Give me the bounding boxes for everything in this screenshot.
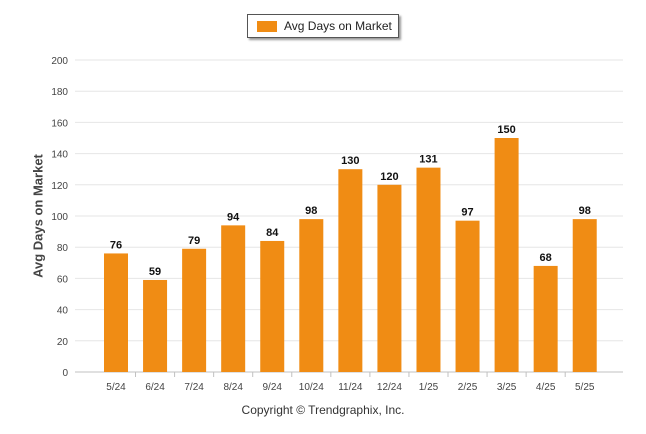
legend[interactable]: Avg Days on Market — [247, 14, 399, 38]
bar-11/24[interactable] — [338, 169, 363, 372]
bar-10/24[interactable] — [299, 219, 324, 372]
bar-5/25[interactable] — [572, 219, 597, 372]
data-labels: 76 59 79 94 84 98 130 120 131 97 150 68 98 — [110, 124, 591, 278]
x-tick-label: 12/24 — [377, 382, 402, 393]
data-label: 130 — [341, 155, 359, 167]
legend-swatch — [257, 20, 277, 32]
y-tick-label: 120 — [51, 181, 68, 192]
x-tick-label: 7/24 — [184, 382, 204, 393]
bar-12/24[interactable] — [377, 184, 402, 372]
data-label: 94 — [227, 211, 240, 223]
data-label: 68 — [540, 252, 552, 264]
x-tick-label: 8/24 — [223, 382, 243, 393]
data-label: 120 — [380, 171, 398, 183]
x-tick-label: 1/25 — [419, 382, 439, 393]
y-tick-label: 60 — [57, 274, 69, 285]
y-tick-label: 0 — [62, 368, 68, 379]
x-tick-label: 9/24 — [263, 382, 283, 393]
y-tick-label: 20 — [57, 337, 69, 348]
data-label: 76 — [110, 239, 122, 251]
x-tick-label: 4/25 — [536, 382, 556, 393]
y-tick-label: 40 — [57, 306, 69, 317]
data-label: 59 — [149, 266, 161, 278]
y-tick-label: 140 — [51, 150, 68, 161]
x-tick-label: 11/24 — [338, 382, 363, 393]
x-tick-label: 10/24 — [299, 382, 324, 393]
y-axis-ticks: 0 20 40 60 80 100 120 140 160 180 200 — [51, 56, 68, 379]
bar-9/24[interactable] — [260, 240, 285, 372]
data-label: 150 — [497, 124, 515, 136]
copyright-text: Copyright © Trendgraphix, Inc. — [241, 403, 405, 417]
y-tick-label: 200 — [51, 56, 68, 67]
bar-4/25[interactable] — [533, 265, 558, 372]
bar-5/24[interactable] — [104, 253, 128, 372]
x-tick-label: 6/24 — [145, 382, 165, 393]
data-label: 98 — [579, 205, 591, 217]
y-axis-label: Avg Days on Market — [30, 154, 46, 278]
data-label: 131 — [419, 154, 437, 166]
data-label: 97 — [461, 207, 473, 219]
bars — [104, 138, 597, 372]
bar-7/24[interactable] — [182, 248, 207, 372]
bar-6/24[interactable] — [143, 279, 168, 372]
x-tick-label: 2/25 — [458, 382, 478, 393]
x-tick-label: 5/24 — [106, 382, 126, 393]
y-tick-label: 80 — [57, 243, 69, 254]
bar-8/24[interactable] — [221, 225, 246, 372]
x-tick-label: 5/25 — [575, 382, 595, 393]
legend-label: Avg Days on Market — [284, 19, 392, 33]
x-tick-label: 3/25 — [497, 382, 517, 393]
bar-3/25[interactable] — [494, 138, 519, 372]
bar-1/25[interactable] — [416, 167, 441, 372]
y-tick-label: 160 — [51, 118, 68, 129]
data-label: 84 — [266, 227, 279, 239]
y-tick-label: 180 — [51, 87, 68, 98]
bar-2/25[interactable] — [455, 220, 480, 372]
x-axis-ticks: 5/24 6/24 7/24 8/24 9/24 10/24 11/24 12/24 1/25 2… — [106, 372, 595, 393]
data-label: 79 — [188, 235, 200, 247]
y-tick-label: 100 — [51, 212, 68, 223]
data-label: 98 — [305, 205, 317, 217]
